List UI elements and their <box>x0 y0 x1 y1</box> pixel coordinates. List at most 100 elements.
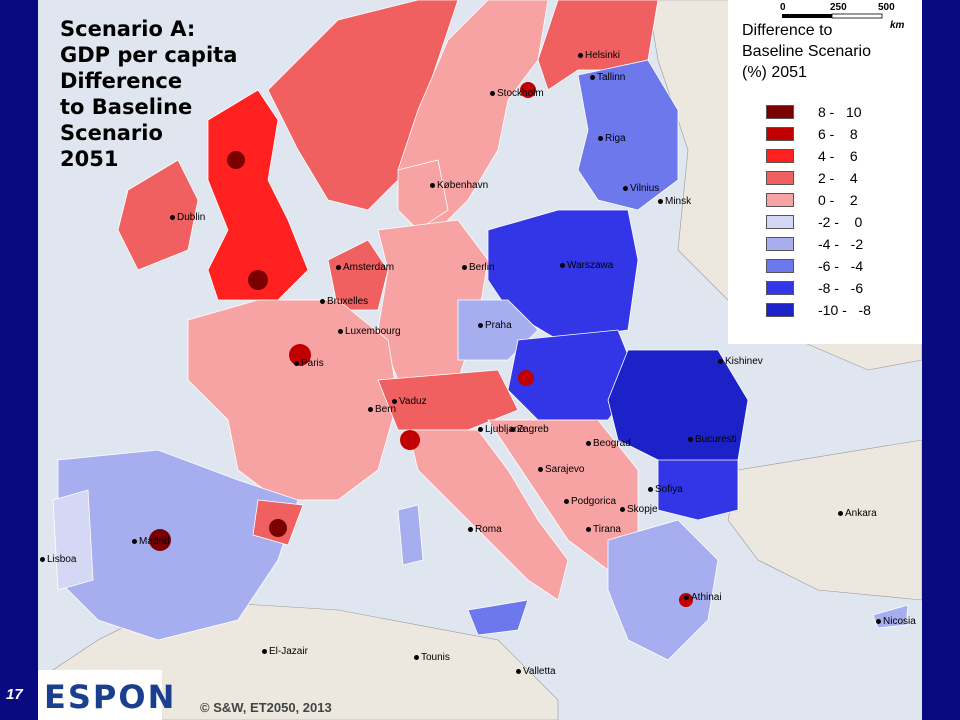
city-label: Dublin <box>170 212 205 223</box>
legend-swatch <box>766 105 794 119</box>
city-label: Vilnius <box>623 183 659 194</box>
city-label: Valletta <box>516 666 556 677</box>
city-dot-icon <box>320 298 325 304</box>
city-name: Tirana <box>593 524 621 535</box>
city-label: Paris <box>294 358 324 369</box>
map-legend: Difference to Baseline Scenario (%) 2051… <box>728 0 922 344</box>
city-label: Ljubljana <box>478 424 525 435</box>
turkey-land <box>727 439 922 601</box>
city-dot-icon <box>132 538 137 544</box>
city-dot-icon <box>338 328 343 334</box>
city-name: Stockholm <box>497 88 544 99</box>
city-label: Warszawa <box>560 260 613 271</box>
city-dot-icon <box>510 426 515 432</box>
city-label: Vaduz <box>392 396 427 407</box>
legend-row: 2 - 4 <box>766 170 858 186</box>
legend-title: Difference to Baseline Scenario (%) 2051 <box>742 22 871 81</box>
legend-range-label: -8 - -6 <box>818 280 864 296</box>
sardinia <box>397 504 424 566</box>
scale-seg-1 <box>782 14 832 18</box>
city-name: Lisboa <box>47 554 77 565</box>
city-dot-icon <box>336 264 341 270</box>
slide-number: 17 <box>6 686 23 703</box>
city-dot-icon <box>658 198 663 204</box>
city-dot-icon <box>578 52 583 58</box>
city-label: København <box>430 180 488 191</box>
legend-swatch <box>766 193 794 207</box>
city-dot-icon <box>838 510 843 516</box>
city-name: Skopje <box>627 504 658 515</box>
city-label: Amsterdam <box>336 262 394 273</box>
city-name: Sofiya <box>655 484 683 495</box>
city-name: Ljubljana <box>485 424 526 435</box>
city-label: Bruxelles <box>320 296 368 307</box>
scale-bar: 0 250 500 km <box>780 2 905 31</box>
sicily <box>467 599 529 636</box>
city-dot-icon <box>684 594 689 600</box>
city-name: Athinai <box>691 592 722 603</box>
legend-row: -10 - -8 <box>766 302 871 318</box>
bulgaria <box>657 459 739 521</box>
legend-range-label: 6 - 8 <box>818 126 858 142</box>
city-name: Vaduz <box>399 396 427 407</box>
city-label: Luxembourg <box>338 326 401 337</box>
city-name: Berlin <box>469 262 495 273</box>
legend-range-label: -6 - -4 <box>818 258 864 274</box>
legend-swatch <box>766 127 794 141</box>
city-dot-icon <box>462 264 467 270</box>
city-dot-icon <box>688 436 693 442</box>
legend-range-label: 0 - 2 <box>818 192 858 208</box>
legend-row: -4 - -2 <box>766 236 863 252</box>
city-label: Tirana <box>586 524 621 535</box>
city-dot-icon <box>560 262 565 268</box>
choropleth-map: Scenario A: GDP per capita Difference to… <box>38 0 922 720</box>
city-name: Nicosia <box>883 616 916 627</box>
city-dot-icon <box>718 358 723 364</box>
london-hotspot <box>248 270 268 290</box>
city-label: Sarajevo <box>538 464 584 475</box>
city-label: Praha <box>478 320 512 331</box>
city-label: Beograd <box>586 438 631 449</box>
city-label: Stockholm <box>490 88 544 99</box>
legend-swatch <box>766 281 794 295</box>
map-title: Scenario A: GDP per capita Difference to… <box>60 17 238 171</box>
athens-hotspot <box>679 593 693 607</box>
city-dot-icon <box>170 214 175 220</box>
greece <box>607 519 719 661</box>
city-name: Kishinev <box>725 356 763 367</box>
city-name: Paris <box>301 358 324 369</box>
city-label: Tallinn <box>590 72 625 83</box>
legend-range-label: 8 - 10 <box>818 104 862 120</box>
city-name: København <box>437 180 489 191</box>
city-dot-icon <box>368 406 373 412</box>
city-dot-icon <box>516 668 521 674</box>
city-name: Madrid <box>139 536 170 547</box>
city-dot-icon <box>623 185 628 191</box>
legend-range-label: 2 - 4 <box>818 170 858 186</box>
portugal <box>52 489 94 591</box>
city-name: Sarajevo <box>545 464 585 475</box>
copyright: © S&W, ET2050, 2013 <box>200 700 332 715</box>
city-dot-icon <box>262 648 267 654</box>
legend-range-label: -10 - -8 <box>818 302 871 318</box>
city-label: Sofiya <box>648 484 683 495</box>
city-dot-icon <box>430 182 435 188</box>
city-label: Berlin <box>462 262 495 273</box>
great-britain <box>207 89 309 301</box>
scotland-hotspot <box>227 151 245 169</box>
city-name: Vilnius <box>630 183 660 194</box>
slide-frame-left <box>0 0 38 720</box>
city-name: Riga <box>605 133 626 144</box>
city-name: Bucuresti <box>695 434 737 445</box>
city-dot-icon <box>294 360 299 366</box>
scale-tick-2: 500 <box>878 2 895 13</box>
city-label: Minsk <box>658 196 691 207</box>
city-dot-icon <box>564 498 569 504</box>
city-dot-icon <box>478 426 483 432</box>
legend-row: 6 - 8 <box>766 126 858 142</box>
city-dot-icon <box>620 506 625 512</box>
barcelona-hotspot <box>269 519 287 537</box>
legend-range-label: -2 - 0 <box>818 214 863 230</box>
city-dot-icon <box>468 526 473 532</box>
city-name: Bern <box>375 404 397 415</box>
